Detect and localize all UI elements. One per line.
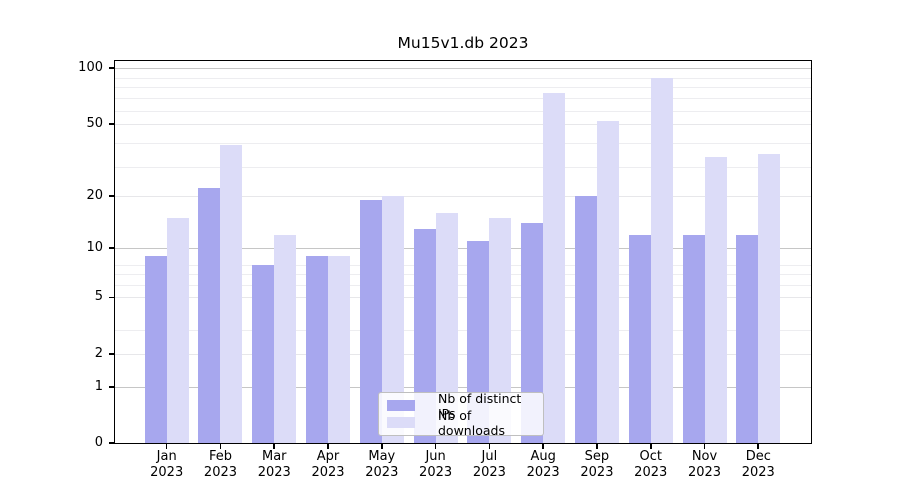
bar-distinct-ips-jan (144, 256, 167, 443)
bar-distinct-ips-sep (574, 195, 597, 443)
bar-downloads-jun (435, 212, 458, 443)
bar-downloads-may (381, 195, 404, 443)
gridline-5 (115, 297, 811, 299)
y-tick-label-1: 1 (94, 378, 103, 394)
bar-downloads-feb (220, 145, 243, 443)
gridline-minor-8 (115, 274, 811, 276)
y-tick-10 (109, 247, 115, 250)
bar-distinct-ips-aug (521, 223, 544, 443)
x-tick-may (381, 443, 383, 449)
legend-swatch-distinct-ips (387, 400, 415, 411)
x-tick-label-mar: Mar 2023 (257, 449, 291, 480)
gridline-50 (115, 123, 811, 125)
y-tick-label-2: 2 (94, 345, 103, 361)
gridline-minor-40 (115, 143, 811, 145)
chart-title: Mu15v1.db 2023 (397, 34, 529, 52)
bar-downloads-sep (596, 120, 619, 443)
x-tick-label-oct: Oct 2023 (634, 449, 668, 480)
x-tick-label-dec: Dec 2023 (741, 449, 775, 480)
bar-downloads-aug (543, 93, 566, 443)
legend-swatch-downloads (387, 417, 415, 428)
gridline-minor-9 (115, 264, 811, 266)
legend-label-downloads: Nb of downloads (438, 407, 505, 438)
x-tick-label-aug: Aug 2023 (526, 449, 560, 480)
y-tick-1 (109, 385, 115, 388)
y-tick-0 (109, 442, 115, 444)
x-tick-label-nov: Nov 2023 (687, 449, 722, 480)
legend-label-distinct-ips: Nb of distinct IPs (438, 390, 522, 421)
x-tick-feb (219, 443, 222, 449)
y-tick-2 (109, 352, 115, 355)
legend-entry-downloads: Nb of downloads (387, 408, 535, 438)
bar-distinct-ips-dec (736, 234, 759, 443)
bar-downloads-dec (758, 154, 781, 443)
bar-distinct-ips-jun (413, 228, 436, 443)
gridline-minor-30 (115, 166, 811, 168)
x-tick-jun (434, 443, 437, 449)
bar-distinct-ips-feb (198, 188, 221, 443)
legend-entry-distinct-ips: Nb of distinct IPs (387, 391, 535, 421)
bar-downloads-apr (328, 256, 351, 443)
bar-distinct-ips-oct (628, 234, 651, 443)
bar-distinct-ips-may (359, 199, 382, 443)
y-tick-20 (109, 194, 115, 197)
gridline-2 (115, 353, 811, 355)
x-tick-label-apr: Apr 2023 (311, 449, 345, 480)
x-tick-label-jul: Jul 2023 (472, 449, 506, 480)
bar-downloads-jul (489, 217, 512, 443)
gridline-minor-7 (115, 284, 811, 286)
bar-distinct-ips-mar (252, 264, 275, 443)
gridline-minor-90 (115, 77, 811, 79)
x-tick-apr (327, 443, 329, 449)
x-tick-jul (488, 443, 491, 449)
x-tick-dec (757, 443, 760, 449)
x-tick-label-sep: Sep 2023 (580, 449, 614, 480)
x-tick-jan (165, 443, 168, 449)
bar-downloads-nov (704, 156, 727, 443)
y-tick-label-20: 20 (86, 187, 103, 203)
x-tick-label-feb: Feb 2023 (203, 449, 238, 480)
gridline-minor-60 (115, 110, 811, 112)
y-tick-label-10: 10 (86, 240, 103, 256)
y-tick-label-0: 0 (94, 435, 103, 450)
x-tick-nov (703, 443, 706, 449)
y-tick-5 (109, 296, 115, 299)
bar-downloads-jan (166, 217, 189, 443)
gridline-major-100 (115, 68, 811, 70)
legend: Nb of distinct IPs Nb of downloads (378, 391, 544, 438)
plot-area (109, 60, 812, 449)
y-tick-label-50: 50 (86, 115, 103, 131)
gridline-major-1 (115, 386, 811, 388)
x-tick-mar (273, 443, 276, 449)
gridline-major-10 (115, 248, 811, 250)
gridline-minor-80 (115, 87, 811, 89)
x-tick-label-jan: Jan 2023 (150, 449, 184, 480)
y-tick-label-100: 100 (78, 60, 103, 76)
y-tick-50 (109, 122, 115, 125)
x-tick-label-jun: Jun 2023 (419, 449, 453, 480)
y-tick-label-5: 5 (94, 289, 103, 305)
gridline-minor-70 (115, 97, 811, 99)
gridline-minor-4 (115, 330, 811, 332)
gridline-20 (115, 195, 811, 197)
y-tick-100 (109, 67, 115, 70)
x-tick-label-may: May 2023 (365, 449, 399, 480)
bar-downloads-oct (650, 78, 673, 443)
bar-distinct-ips-nov (682, 234, 705, 443)
bar-distinct-ips-apr (306, 256, 329, 443)
bar-downloads-mar (274, 234, 297, 443)
x-tick-aug (542, 443, 544, 449)
x-tick-sep (596, 443, 598, 449)
x-tick-oct (649, 443, 652, 449)
